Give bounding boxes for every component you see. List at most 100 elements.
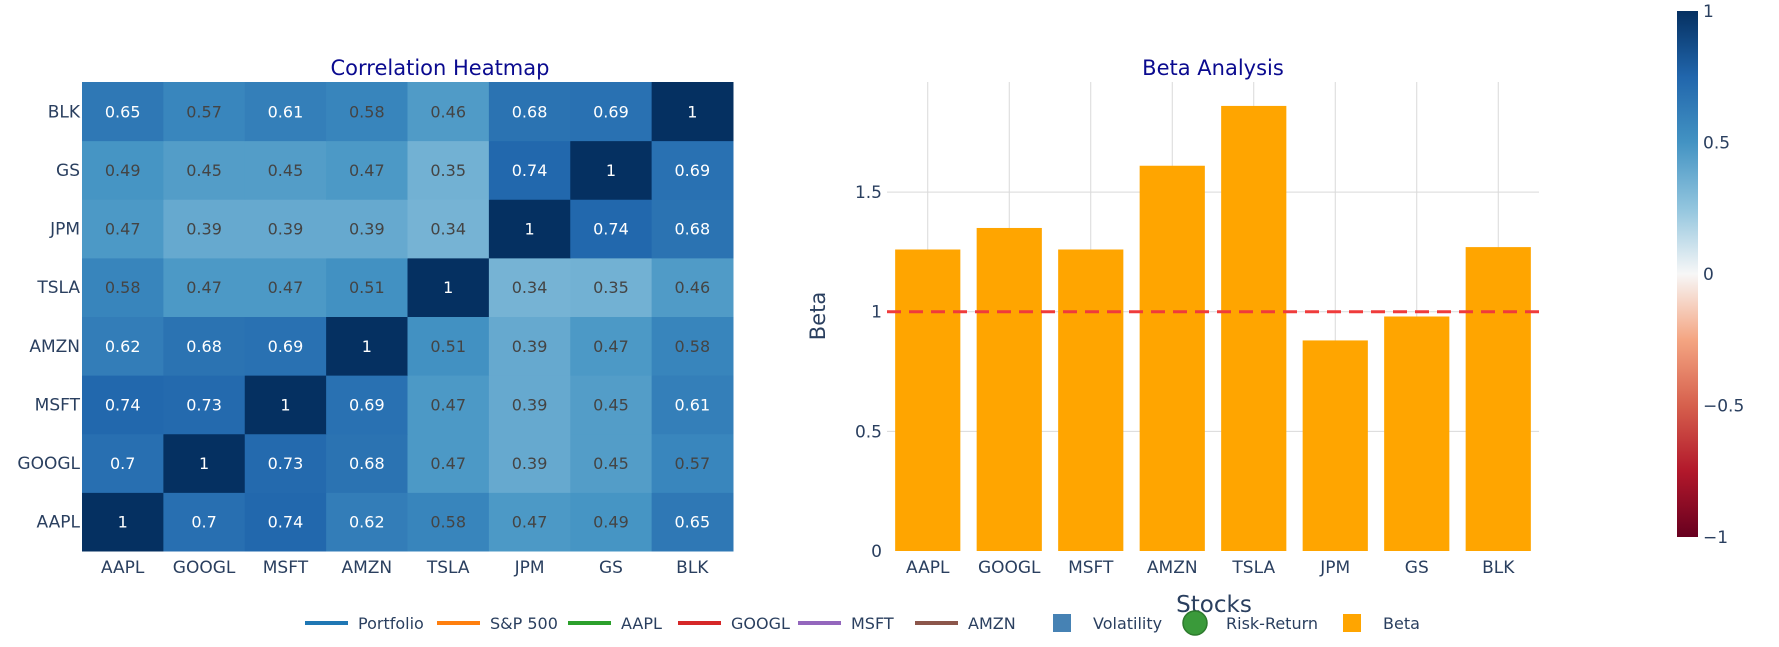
colorbar-tick-label: −1	[1703, 528, 1728, 548]
heatmap-y-tick-label: GOOGL	[17, 454, 80, 474]
heatmap-cell-label: 1	[280, 395, 290, 414]
heatmap-cell-jpm-amzn	[326, 199, 408, 259]
heatmap-cell-label: 1	[443, 278, 453, 297]
beta-bar-msft	[1058, 249, 1124, 551]
legend-label: Volatility	[1093, 614, 1162, 633]
legend-item-msft[interactable]: MSFT	[798, 614, 894, 633]
heatmap-cell-label: 0.47	[430, 454, 466, 473]
beta-bar-aapl	[895, 249, 961, 551]
heatmap-y-ticks: AAPL GOOGL MSFT AMZN TSLA JPM GS BLK	[17, 102, 80, 532]
heatmap-cell-aapl-tsla	[407, 492, 490, 552]
heatmap-cell-blk-googl	[163, 82, 246, 142]
heatmap-cell-msft-gs	[570, 375, 653, 435]
heatmap-cells: 1 0.7 0.74 0.62 0.58 0.47 0.49 0.65 0.7 1 0.73 0.68…	[82, 82, 734, 552]
heatmap-cell-blk-amzn	[326, 82, 408, 142]
heatmap-cell-jpm-jpm	[488, 199, 571, 259]
heatmap-cell-gs-gs	[570, 140, 653, 200]
legend-item-amzn[interactable]: AMZN	[915, 614, 1016, 633]
heatmap-cell-googl-jpm	[488, 433, 571, 493]
legend-item-volatility[interactable]: Volatility	[1053, 614, 1162, 633]
heatmap-y-tick-label: MSFT	[35, 395, 81, 415]
legend-label: S&P 500	[490, 614, 558, 633]
beta-bar-blk	[1465, 247, 1531, 551]
colorbar-gradient	[1677, 11, 1698, 537]
heatmap-cell-googl-blk	[651, 433, 734, 493]
legend-item-googl[interactable]: GOOGL	[678, 614, 790, 633]
heatmap-cell-label: 0.45	[186, 161, 222, 180]
heatmap-cell-label: 0.74	[105, 395, 141, 414]
heatmap-cell-msft-tsla	[407, 375, 490, 435]
heatmap-cell-label: 0.68	[349, 454, 385, 473]
bar-y-tick-label: 1.5	[855, 183, 882, 203]
heatmap-cell-label: 0.58	[349, 102, 385, 121]
heatmap-cell-aapl-blk	[651, 492, 734, 552]
heatmap-cell-msft-googl	[163, 375, 246, 435]
heatmap-title: Correlation Heatmap	[331, 56, 550, 80]
heatmap-x-ticks: AAPL GOOGL MSFT AMZN TSLA JPM GS BLK	[101, 558, 709, 578]
heatmap-cell-amzn-msft	[244, 316, 327, 376]
legend-item-aapl[interactable]: AAPL	[568, 614, 662, 633]
heatmap-y-tick-label: JPM	[49, 220, 80, 240]
heatmap-x-tick-label: BLK	[676, 558, 709, 578]
legend-item-beta[interactable]: Beta	[1343, 614, 1420, 633]
heatmap-cell-label: 0.39	[512, 395, 548, 414]
heatmap-cell-label: 0.47	[512, 513, 548, 532]
beta-bar-amzn	[1139, 165, 1205, 551]
heatmap-cell-tsla-amzn	[326, 257, 408, 317]
heatmap-cell-label: 0.69	[593, 102, 629, 121]
heatmap-cell-blk-gs	[570, 82, 653, 142]
bar-x-tick-label: AMZN	[1147, 558, 1198, 578]
heatmap-cell-label: 0.47	[105, 220, 141, 239]
beta-bar-tsla	[1221, 105, 1287, 551]
heatmap-cell-blk-blk	[651, 82, 734, 142]
legend-label: Risk-Return	[1226, 614, 1318, 633]
heatmap-cell-label: 0.57	[675, 454, 711, 473]
bar-chart-title: Beta Analysis	[1142, 56, 1284, 80]
heatmap-cell-amzn-jpm	[488, 316, 571, 376]
heatmap-cell-gs-blk	[651, 140, 734, 200]
legend[interactable]: Portfolio S&P 500 AAPL GOOGL MSFT AMZN Volatil…	[305, 610, 1420, 636]
heatmap-cell-jpm-aapl	[82, 199, 164, 259]
colorbar: 1 0.5 0 −0.5 −1	[1677, 2, 1744, 548]
heatmap-cell-label: 0.47	[430, 395, 466, 414]
heatmap-cell-label: 0.58	[430, 513, 466, 532]
legend-item-risk-return[interactable]: Risk-Return	[1182, 610, 1318, 636]
heatmap-cell-label: 0.49	[105, 161, 141, 180]
heatmap-cell-blk-msft	[244, 82, 327, 142]
heatmap-x-tick-label: MSFT	[263, 558, 309, 578]
heatmap-cell-label: 0.45	[593, 395, 629, 414]
legend-label: MSFT	[851, 614, 894, 633]
heatmap-cell-label: 1	[118, 513, 128, 532]
heatmap-cell-label: 0.45	[268, 161, 304, 180]
colorbar-tick-label: 1	[1703, 2, 1714, 22]
heatmap-cell-jpm-gs	[570, 199, 653, 259]
legend-label: Beta	[1383, 614, 1420, 633]
legend-item-s-p-500[interactable]: S&P 500	[437, 614, 558, 633]
heatmap-cell-label: 0.65	[675, 513, 711, 532]
heatmap-cell-label: 0.73	[186, 395, 222, 414]
heatmap-cell-label: 0.39	[512, 454, 548, 473]
heatmap-y-tick-label: AMZN	[29, 337, 80, 357]
heatmap-cell-aapl-jpm	[488, 492, 571, 552]
heatmap-cell-label: 0.39	[349, 220, 385, 239]
heatmap-cell-label: 0.58	[675, 337, 711, 356]
legend-label: AAPL	[621, 614, 662, 633]
heatmap-cell-label: 1	[606, 161, 616, 180]
heatmap-cell-label: 0.61	[268, 102, 304, 121]
heatmap-cell-label: 0.7	[110, 454, 135, 473]
heatmap-x-tick-label: GS	[599, 558, 623, 578]
heatmap-cell-label: 0.39	[268, 220, 304, 239]
heatmap-cell-tsla-tsla	[407, 257, 490, 317]
heatmap-cell-tsla-msft	[244, 257, 327, 317]
legend-item-portfolio[interactable]: Portfolio	[305, 614, 424, 633]
heatmap-cell-label: 0.46	[675, 278, 711, 297]
bar-series	[895, 105, 1531, 551]
bar-x-tick-label: AAPL	[906, 558, 950, 578]
heatmap-cell-label: 0.7	[191, 513, 216, 532]
heatmap-cell-amzn-googl	[163, 316, 246, 376]
beta-bar-googl	[976, 227, 1042, 551]
heatmap-cell-label: 0.47	[186, 278, 222, 297]
heatmap-y-tick-label: GS	[56, 161, 80, 181]
colorbar-tick-label: 0.5	[1703, 134, 1730, 154]
